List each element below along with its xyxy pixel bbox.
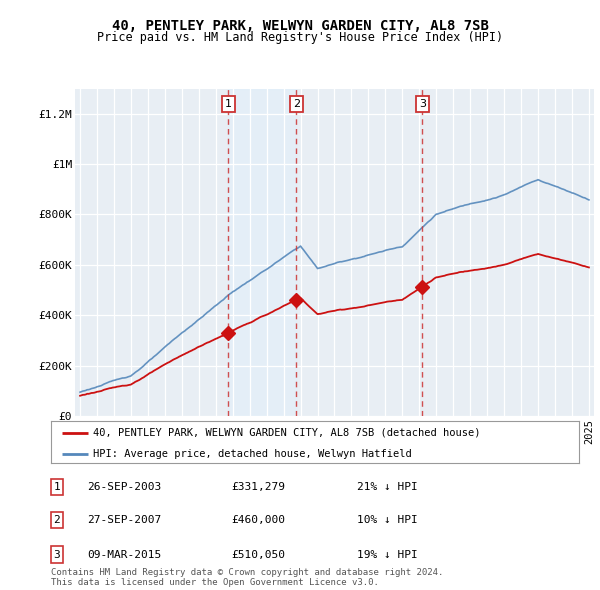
Text: 40, PENTLEY PARK, WELWYN GARDEN CITY, AL8 7SB: 40, PENTLEY PARK, WELWYN GARDEN CITY, AL… bbox=[112, 19, 488, 33]
Text: 40, PENTLEY PARK, WELWYN GARDEN CITY, AL8 7SB (detached house): 40, PENTLEY PARK, WELWYN GARDEN CITY, AL… bbox=[93, 428, 481, 438]
Text: 2: 2 bbox=[293, 99, 300, 109]
Text: 26-SEP-2003: 26-SEP-2003 bbox=[87, 482, 161, 491]
Text: 2: 2 bbox=[53, 516, 61, 525]
Text: Price paid vs. HM Land Registry's House Price Index (HPI): Price paid vs. HM Land Registry's House … bbox=[97, 31, 503, 44]
Text: 1: 1 bbox=[53, 482, 61, 491]
Text: 09-MAR-2015: 09-MAR-2015 bbox=[87, 550, 161, 559]
Text: 21% ↓ HPI: 21% ↓ HPI bbox=[357, 482, 418, 491]
Text: 27-SEP-2007: 27-SEP-2007 bbox=[87, 516, 161, 525]
Text: £510,050: £510,050 bbox=[231, 550, 285, 559]
Text: 10% ↓ HPI: 10% ↓ HPI bbox=[357, 516, 418, 525]
Text: 1: 1 bbox=[225, 99, 232, 109]
Text: HPI: Average price, detached house, Welwyn Hatfield: HPI: Average price, detached house, Welw… bbox=[93, 449, 412, 459]
Text: 3: 3 bbox=[53, 550, 61, 559]
Bar bbox=[229, 88, 296, 416]
Text: £460,000: £460,000 bbox=[231, 516, 285, 525]
Text: Contains HM Land Registry data © Crown copyright and database right 2024.: Contains HM Land Registry data © Crown c… bbox=[51, 568, 443, 577]
Text: 3: 3 bbox=[419, 99, 426, 109]
Text: £331,279: £331,279 bbox=[231, 482, 285, 491]
Text: This data is licensed under the Open Government Licence v3.0.: This data is licensed under the Open Gov… bbox=[51, 578, 379, 587]
Text: 19% ↓ HPI: 19% ↓ HPI bbox=[357, 550, 418, 559]
